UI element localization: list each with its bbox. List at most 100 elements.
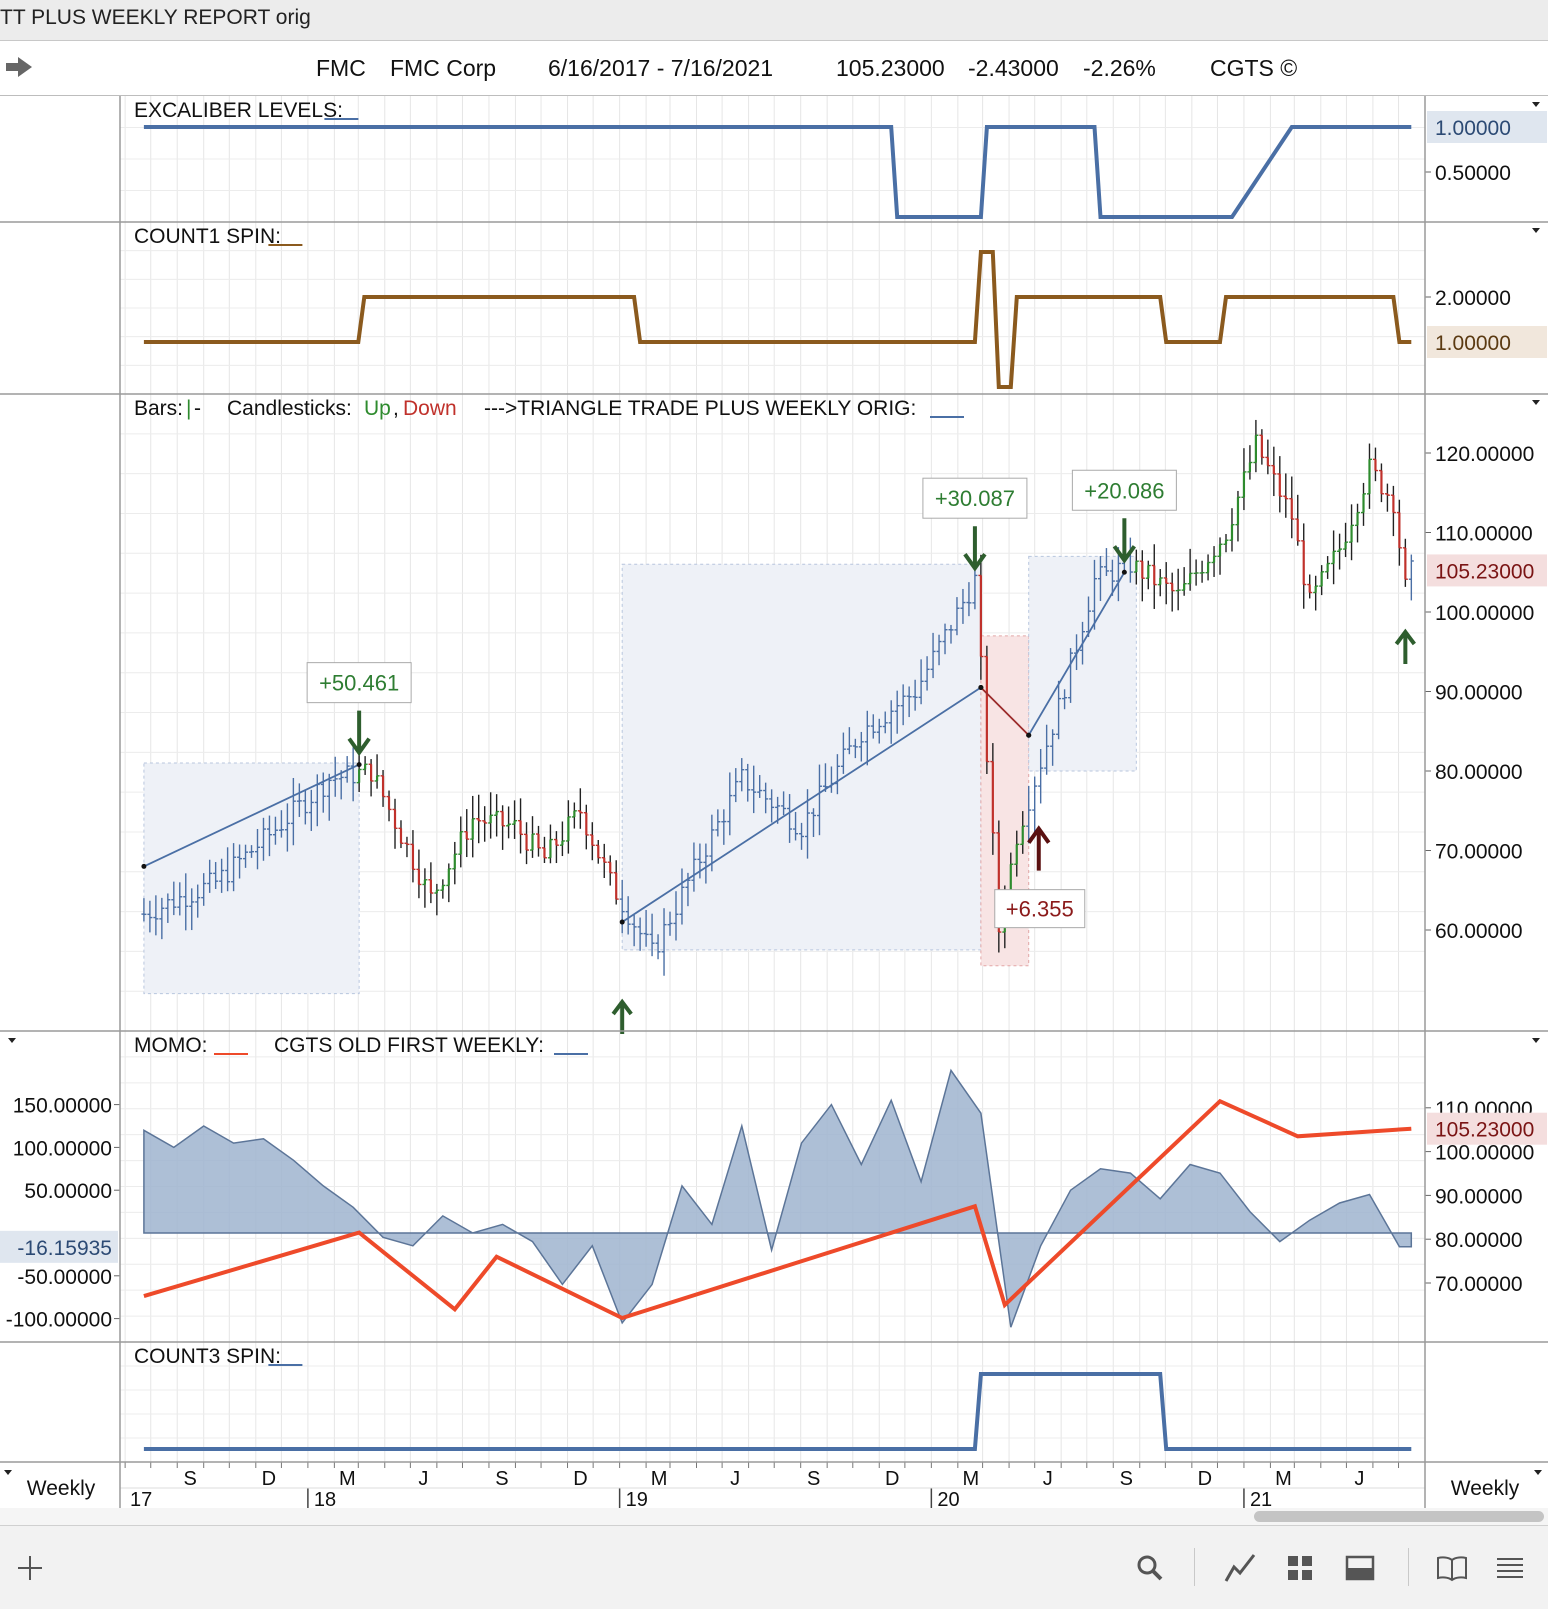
month-label: S	[184, 1468, 197, 1490]
y-tick-label: -100.00000	[6, 1309, 112, 1332]
month-label: J	[730, 1468, 740, 1490]
period-label-left: Weekly	[27, 1477, 96, 1500]
sell-arrow-icon	[1112, 518, 1136, 564]
y-tick-label: 70.00000	[1435, 841, 1523, 864]
y-tick-label: 120.00000	[1435, 443, 1534, 466]
current-value-badge	[1427, 111, 1547, 143]
year-label: 21	[1250, 1489, 1272, 1511]
copyright: CGTS ©	[1210, 55, 1298, 81]
panel-title: COUNT3 SPIN:	[134, 1345, 281, 1368]
trade-label: +30.087	[935, 486, 1015, 511]
excaliber-line	[143, 125, 1412, 219]
date-range: 6/16/2017 - 7/16/2021	[548, 55, 774, 81]
period-label-right: Weekly	[1451, 1477, 1520, 1500]
panel-title: COUNT1 SPIN:	[134, 225, 281, 248]
bottom-toolbar	[0, 1525, 1548, 1609]
time-axis: S D M J S D M J S D M J S D M J 17 18 19 20 21 Weekly Weekly	[0, 1462, 1548, 1525]
panel-menu-icon	[1534, 1470, 1542, 1475]
panel-menu-icon	[8, 1038, 16, 1043]
count3-line	[143, 1372, 1412, 1451]
current-value-badge	[0, 1230, 118, 1263]
sell-arrow-icon	[963, 526, 987, 572]
trade-label: +6.355	[1006, 897, 1074, 922]
scrollbar-track	[0, 1508, 1548, 1525]
trend-point	[1026, 732, 1032, 738]
legend-comma: ,	[393, 397, 399, 420]
legend-bars: Bars:	[134, 397, 183, 420]
trade-label-box	[1071, 469, 1177, 511]
legend-bars-up-mark: |	[186, 397, 191, 420]
current-value-label: 1.00000	[1435, 117, 1511, 140]
menu-icon[interactable]	[1492, 1550, 1528, 1586]
legend-down: Down	[403, 397, 457, 420]
excaliber-levels-panel: EXCALIBER LEVELS: 1.00000 0.50000	[134, 99, 1547, 219]
count1-spin-panel: COUNT1 SPIN: 2.00000 1.00000	[134, 225, 1547, 389]
trend-point	[356, 762, 362, 768]
trade-label-box	[994, 889, 1086, 929]
search-icon[interactable]	[1132, 1550, 1168, 1586]
momo-line	[143, 1098, 1412, 1321]
current-value-label: 105.23000	[1435, 560, 1534, 583]
book-icon[interactable]	[1434, 1550, 1470, 1586]
month-label: J	[1354, 1468, 1364, 1490]
panel-title: EXCALIBER LEVELS:	[134, 99, 343, 122]
month-label: S	[495, 1468, 508, 1490]
scrollbar-thumb[interactable]	[1254, 1511, 1544, 1522]
trade-label-box	[306, 662, 412, 704]
panel-title-2: CGTS OLD FIRST WEEKLY:	[274, 1034, 544, 1057]
month-label: M	[339, 1468, 356, 1490]
y-tick-label: 80.00000	[1435, 1229, 1523, 1252]
add-icon[interactable]	[12, 1550, 48, 1586]
y-tick-label: 60.00000	[1435, 920, 1523, 943]
grid-layout-icon[interactable]	[1282, 1550, 1318, 1586]
y-tick-label: 2.00000	[1435, 287, 1511, 310]
legend-bars-dash: -	[194, 397, 201, 420]
year-label: 20	[937, 1489, 959, 1511]
trend-point	[978, 685, 984, 691]
company-name: FMC Corp	[390, 55, 497, 81]
y-tick-label: 50.00000	[24, 1180, 112, 1203]
symbol-info-bar: FMC FMC Corp 6/16/2017 - 7/16/2021 105.2…	[0, 41, 1548, 96]
count1-line	[143, 250, 1412, 389]
y-tick-label: -50.00000	[17, 1266, 112, 1289]
last-price: 105.23000	[836, 55, 945, 81]
momo-panel: MOMO: CGTS OLD FIRST WEEKLY: 150.00000 100.…	[0, 1034, 1547, 1332]
month-label: D	[573, 1468, 587, 1490]
month-label: D	[885, 1468, 899, 1490]
trend-point	[619, 919, 625, 925]
month-label: D	[1198, 1468, 1212, 1490]
trend-point	[141, 863, 147, 869]
trade-label-box	[922, 477, 1028, 519]
legend-candles: Candlesticks:	[227, 397, 352, 420]
trade-box	[143, 762, 360, 995]
panel-menu-icon	[1532, 228, 1540, 233]
month-label: M	[962, 1468, 979, 1490]
month-label: J	[1043, 1468, 1053, 1490]
trend-line	[980, 686, 1030, 736]
legend-up: Up	[364, 397, 391, 420]
month-label: S	[807, 1468, 820, 1490]
chart-area[interactable]: EXCALIBER LEVELS: 1.00000 0.50000 COUNT1 S…	[0, 95, 1548, 1525]
month-label: J	[418, 1468, 428, 1490]
symbol: FMC	[316, 55, 366, 81]
current-value-label: -16.15935	[17, 1237, 112, 1260]
panel-menu-icon	[4, 1470, 12, 1475]
forward-arrow-icon[interactable]	[4, 55, 34, 79]
y-tick-label: 100.00000	[1435, 602, 1534, 625]
y-tick-label: 80.00000	[1435, 761, 1523, 784]
y-tick-label: 0.50000	[1435, 162, 1511, 185]
trend-line	[621, 686, 982, 923]
line-chart-icon[interactable]	[1222, 1550, 1258, 1586]
panel-layout-icon[interactable]	[1342, 1550, 1378, 1586]
y-tick-label: 90.00000	[1435, 682, 1523, 705]
price-panel: Bars: | - Candlesticks: Up, Down --->TRIANGLE …	[134, 397, 1547, 1034]
y-tick-label: 100.00000	[13, 1137, 112, 1160]
window-title: TT PLUS WEEKLY REPORT orig	[0, 6, 311, 29]
panel-menu-icon	[1532, 1038, 1540, 1043]
price-change: -2.43000	[968, 55, 1059, 81]
panel-title: MOMO:	[134, 1034, 208, 1057]
year-label: 19	[626, 1489, 648, 1511]
buy-arrow-icon	[611, 998, 633, 1034]
price-change-pct: -2.26%	[1083, 55, 1156, 81]
current-value-label: 105.23000	[1435, 1119, 1534, 1142]
